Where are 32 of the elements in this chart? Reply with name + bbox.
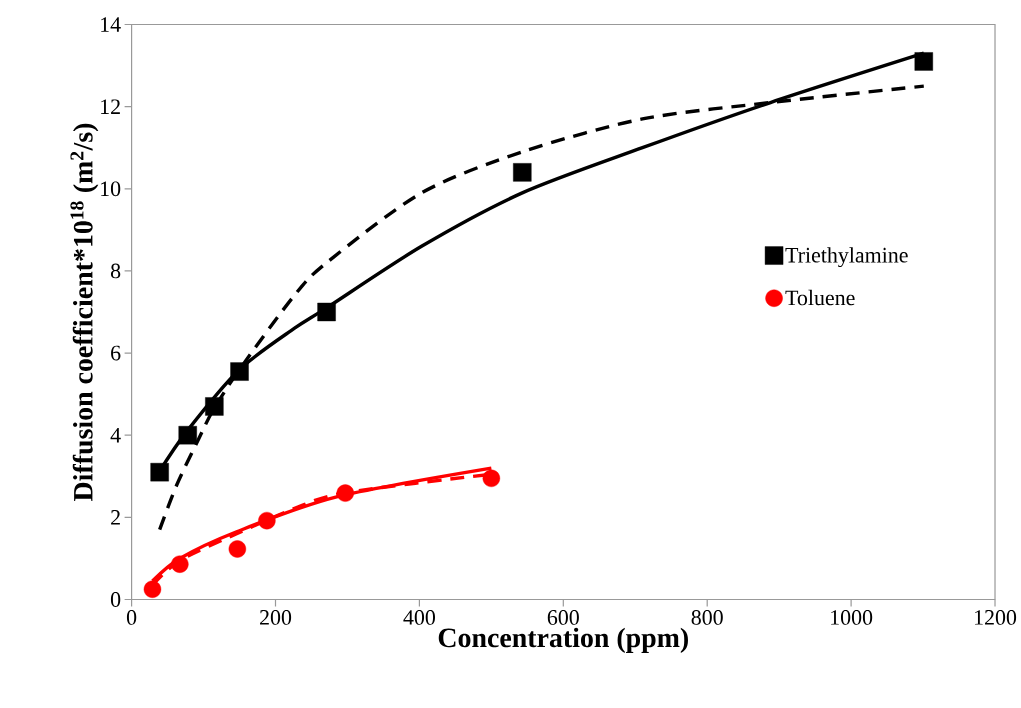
point [513,163,532,182]
y-tick-label: 14 [101,17,121,32]
x-axis-title: Concentration (ppm) [438,627,688,653]
point [230,362,249,381]
y-tick-label: 0 [110,592,121,607]
point [258,511,276,530]
y-tick-label: 10 [101,181,121,197]
y-tick-label: 6 [111,345,121,361]
y-tick-label: 4 [110,428,121,443]
x-tick-label: 400 [403,610,436,625]
legend-label: Toluene [785,289,855,306]
point [178,426,197,445]
point [205,397,224,416]
x-tick-label: 600 [547,610,579,625]
y-tick-label: 12 [101,99,120,114]
point [317,302,336,322]
point [482,469,501,488]
legend-label: Triethylamine [785,247,908,268]
y-tick-label: 2 [111,510,120,525]
point [171,555,189,573]
x-tick-label: 1200 [975,610,1017,625]
point [143,580,162,598]
y-axis-title: Diffusion coefficient*10$^{18}$ (m$^{2}$/s) [70,123,99,501]
point [336,484,354,502]
point [228,540,247,558]
x-tick-label: 0 [126,610,137,625]
y-tick-label: 8 [110,263,121,279]
x-tick-label: 800 [691,610,723,625]
x-tick-label: 200 [260,610,292,625]
x-tick-label: 1000 [831,610,873,625]
point [150,462,169,482]
point [914,52,933,71]
